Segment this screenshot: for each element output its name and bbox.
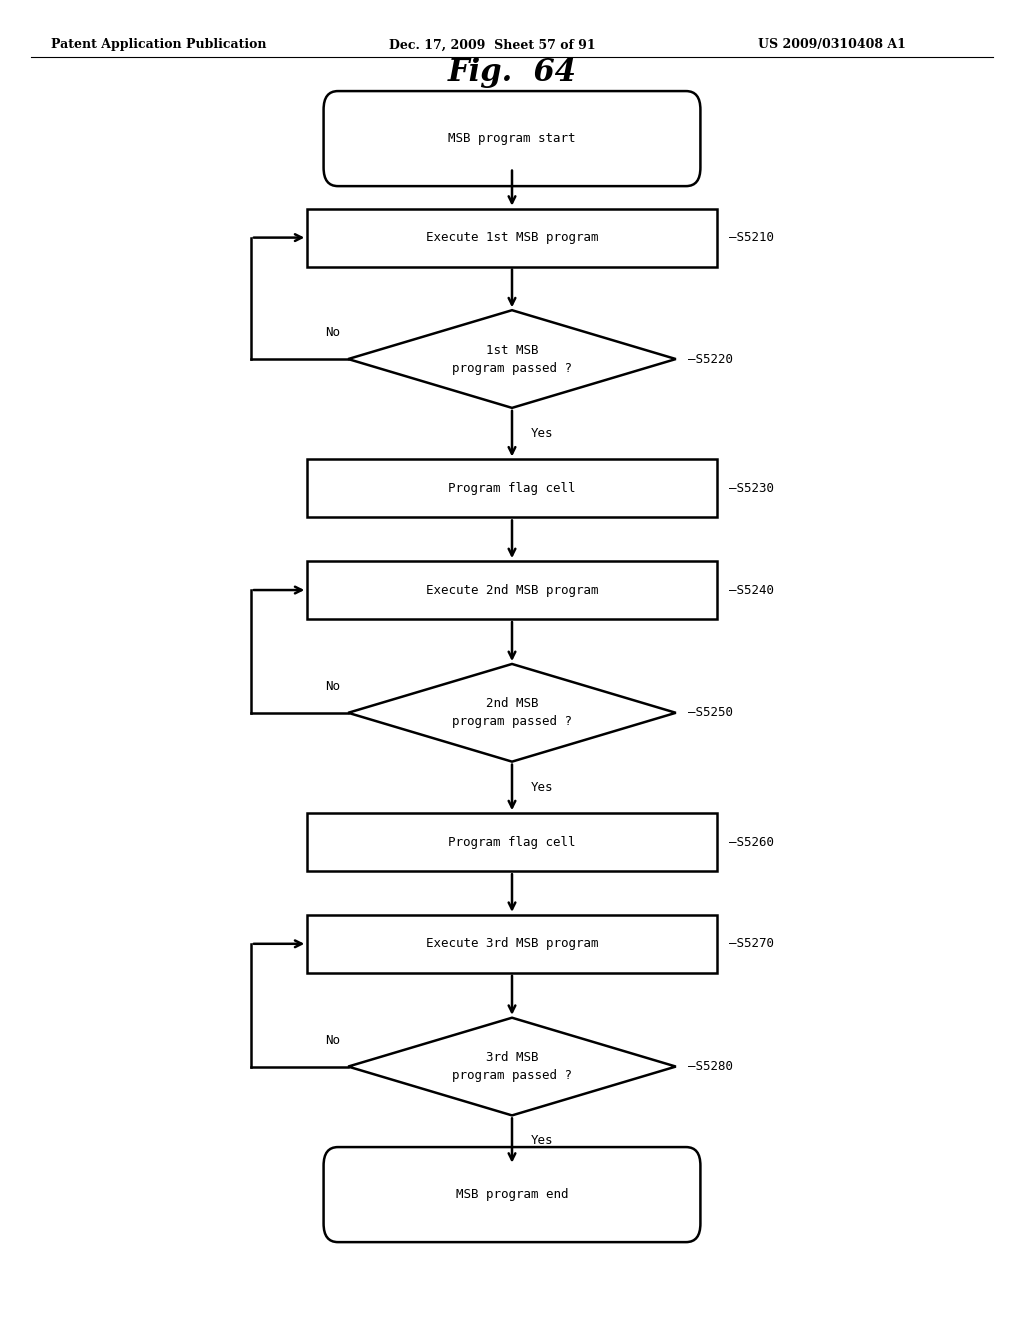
FancyBboxPatch shape bbox=[324, 1147, 700, 1242]
Text: Execute 3rd MSB program: Execute 3rd MSB program bbox=[426, 937, 598, 950]
Text: —S5270: —S5270 bbox=[729, 937, 774, 950]
Text: Execute 1st MSB program: Execute 1st MSB program bbox=[426, 231, 598, 244]
Text: Program flag cell: Program flag cell bbox=[449, 836, 575, 849]
Text: MSB program end: MSB program end bbox=[456, 1188, 568, 1201]
Text: 1st MSB
program passed ?: 1st MSB program passed ? bbox=[452, 343, 572, 375]
Text: Dec. 17, 2009  Sheet 57 of 91: Dec. 17, 2009 Sheet 57 of 91 bbox=[389, 38, 596, 51]
Polygon shape bbox=[348, 310, 676, 408]
Text: 2nd MSB
program passed ?: 2nd MSB program passed ? bbox=[452, 697, 572, 729]
Bar bbox=[307, 459, 717, 517]
Bar bbox=[307, 561, 717, 619]
Text: Yes: Yes bbox=[530, 781, 553, 793]
Polygon shape bbox=[348, 664, 676, 762]
Bar bbox=[307, 915, 717, 973]
Text: Yes: Yes bbox=[530, 428, 553, 440]
Text: —S5210: —S5210 bbox=[729, 231, 774, 244]
Polygon shape bbox=[348, 1018, 676, 1115]
Text: US 2009/0310408 A1: US 2009/0310408 A1 bbox=[758, 38, 905, 51]
Text: —S5230: —S5230 bbox=[729, 482, 774, 495]
Text: MSB program start: MSB program start bbox=[449, 132, 575, 145]
Text: —S5240: —S5240 bbox=[729, 583, 774, 597]
Text: —S5220: —S5220 bbox=[688, 352, 733, 366]
Text: Program flag cell: Program flag cell bbox=[449, 482, 575, 495]
FancyBboxPatch shape bbox=[324, 91, 700, 186]
Text: Yes: Yes bbox=[530, 1134, 553, 1147]
Text: —S5250: —S5250 bbox=[688, 706, 733, 719]
Text: No: No bbox=[325, 680, 340, 693]
Text: Fig.  64: Fig. 64 bbox=[447, 57, 577, 88]
Text: —S5280: —S5280 bbox=[688, 1060, 733, 1073]
Text: Patent Application Publication: Patent Application Publication bbox=[51, 38, 266, 51]
Text: —S5260: —S5260 bbox=[729, 836, 774, 849]
Text: No: No bbox=[325, 326, 340, 339]
Text: Execute 2nd MSB program: Execute 2nd MSB program bbox=[426, 583, 598, 597]
Text: No: No bbox=[325, 1034, 340, 1047]
Bar bbox=[307, 209, 717, 267]
Bar bbox=[307, 813, 717, 871]
Text: 3rd MSB
program passed ?: 3rd MSB program passed ? bbox=[452, 1051, 572, 1082]
